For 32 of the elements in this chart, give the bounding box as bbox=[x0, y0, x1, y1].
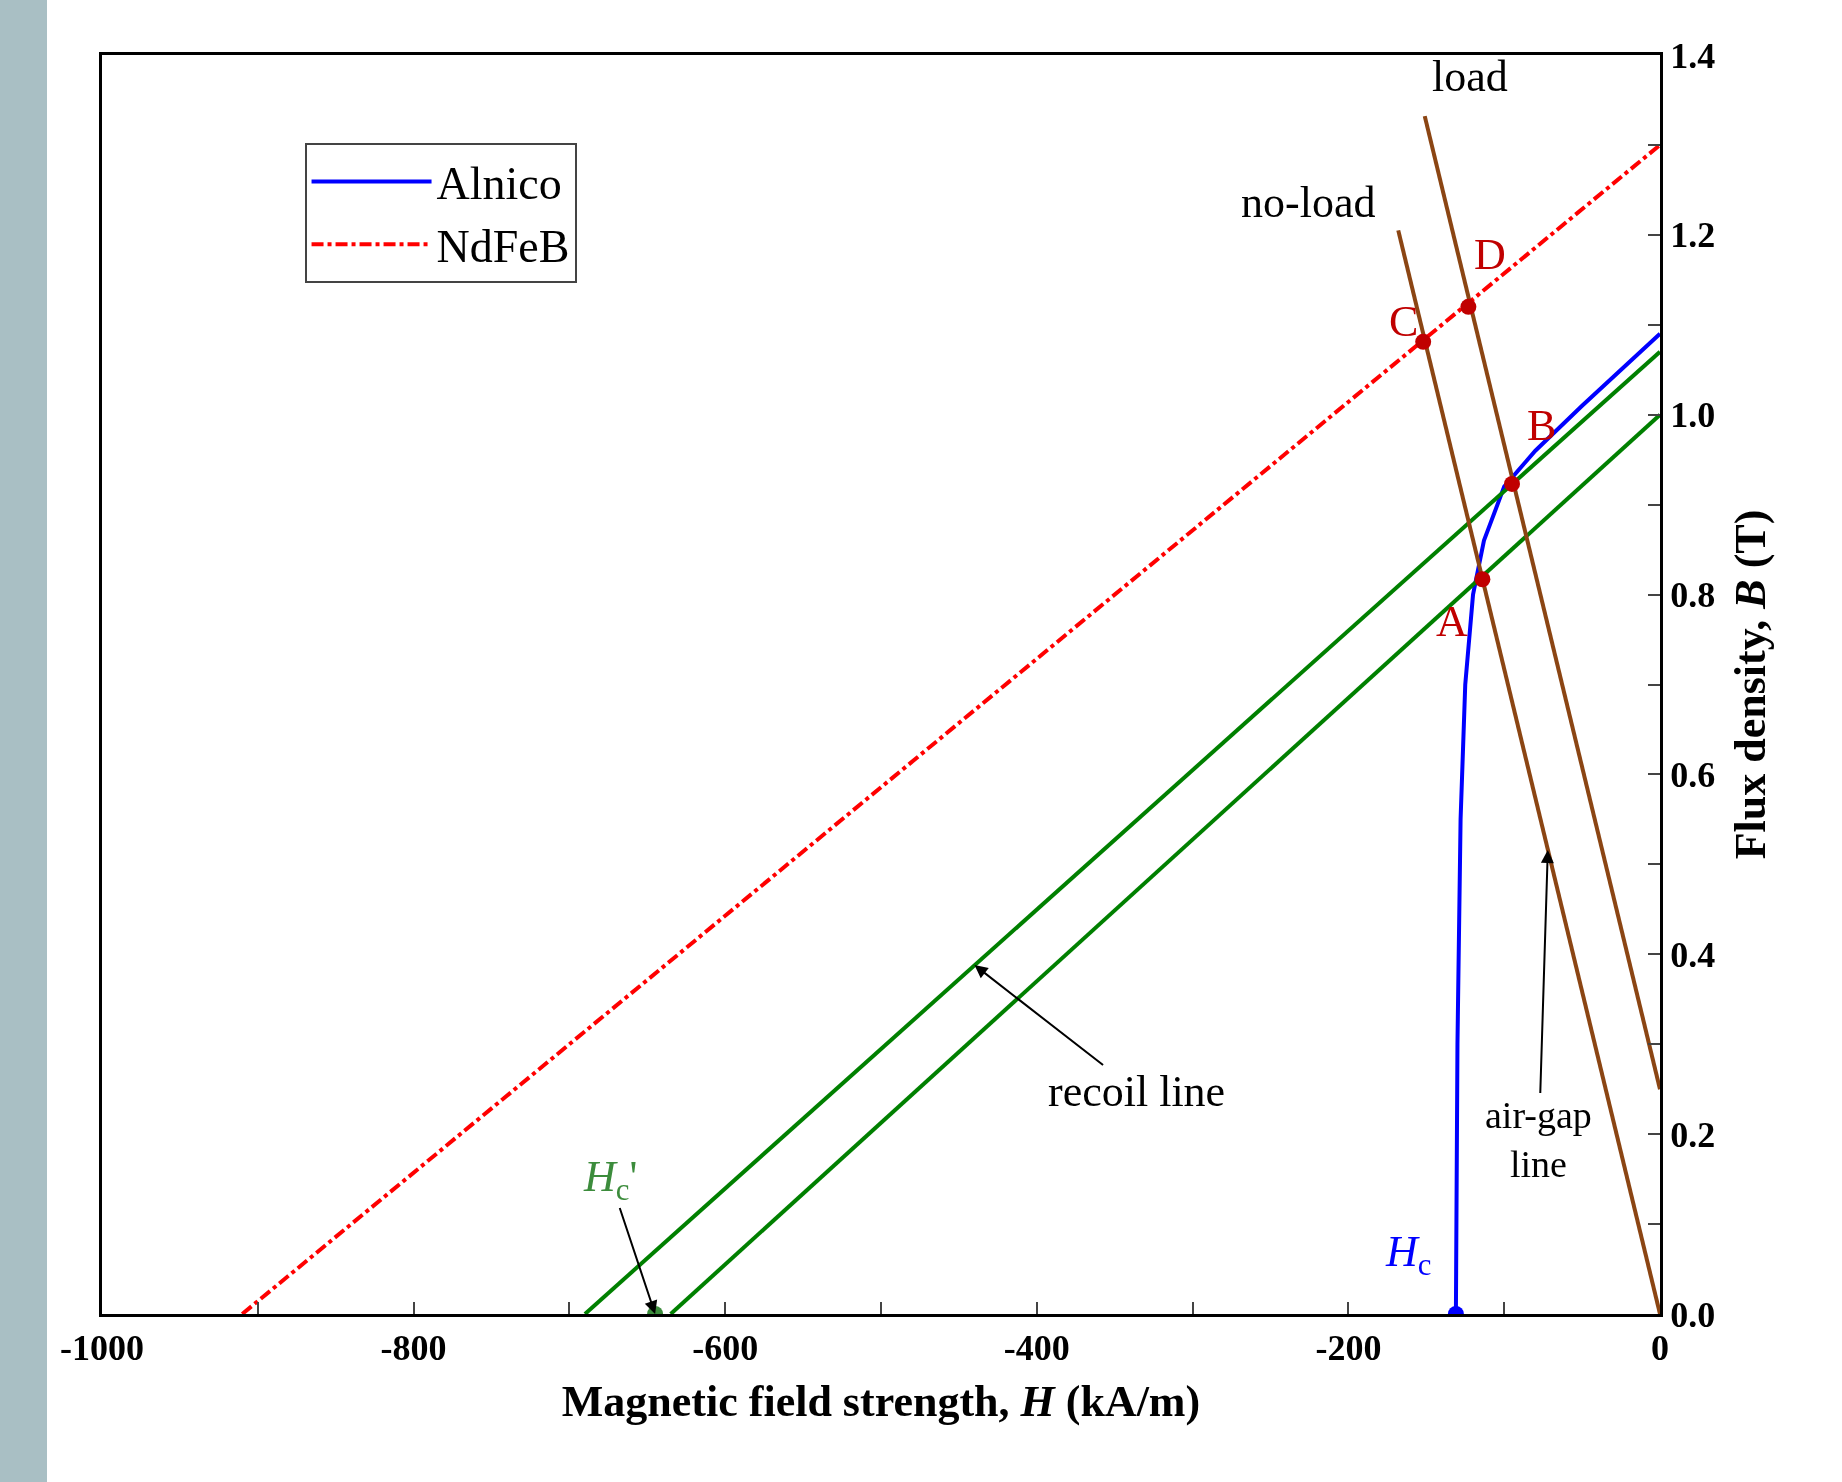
x-tick-label: -1000 bbox=[60, 1328, 144, 1369]
annotation: air-gap line bbox=[1485, 1094, 1592, 1186]
annotation: C bbox=[1389, 297, 1419, 346]
annotation: load bbox=[1432, 52, 1508, 101]
x-tick-label: 0 bbox=[1651, 1328, 1669, 1369]
x-axis-title: Magnetic field strength, H (kA/m) bbox=[561, 1376, 1201, 1426]
annotation: H$_{c}$ bbox=[1385, 1227, 1432, 1283]
annotation: H$_{c}$' bbox=[583, 1152, 638, 1208]
y-tick-label: 0.6 bbox=[1670, 755, 1716, 796]
y-tick-label: 1.2 bbox=[1670, 215, 1716, 256]
point bbox=[1460, 298, 1477, 315]
x-tick-label: -600 bbox=[692, 1328, 759, 1369]
y-tick-label: 1.0 bbox=[1670, 395, 1716, 436]
x-tick-label: -800 bbox=[380, 1328, 447, 1369]
x-tick-label: -400 bbox=[1003, 1328, 1070, 1369]
legend-label: NdFeB bbox=[436, 221, 570, 273]
y-tick-label: 1.4 bbox=[1670, 35, 1716, 76]
y-tick-label: 0.2 bbox=[1670, 1114, 1716, 1155]
y-tick-label: 0.0 bbox=[1670, 1294, 1716, 1335]
point bbox=[1415, 333, 1432, 350]
annotation: B bbox=[1527, 401, 1557, 450]
annotation: D bbox=[1474, 230, 1506, 279]
y-tick-label: 0.8 bbox=[1670, 575, 1716, 616]
annotation: A bbox=[1436, 597, 1468, 646]
y-axis-title: Flux density, B (T) bbox=[1725, 509, 1775, 860]
point bbox=[1474, 571, 1491, 588]
x-tick-label: -200 bbox=[1315, 1328, 1382, 1369]
annotation: no-load bbox=[1241, 178, 1376, 227]
annotation: recoil line bbox=[1048, 1067, 1226, 1116]
point bbox=[1504, 475, 1520, 492]
y-tick-label: 0.4 bbox=[1670, 934, 1716, 975]
legend-label: Alnico bbox=[436, 158, 562, 210]
